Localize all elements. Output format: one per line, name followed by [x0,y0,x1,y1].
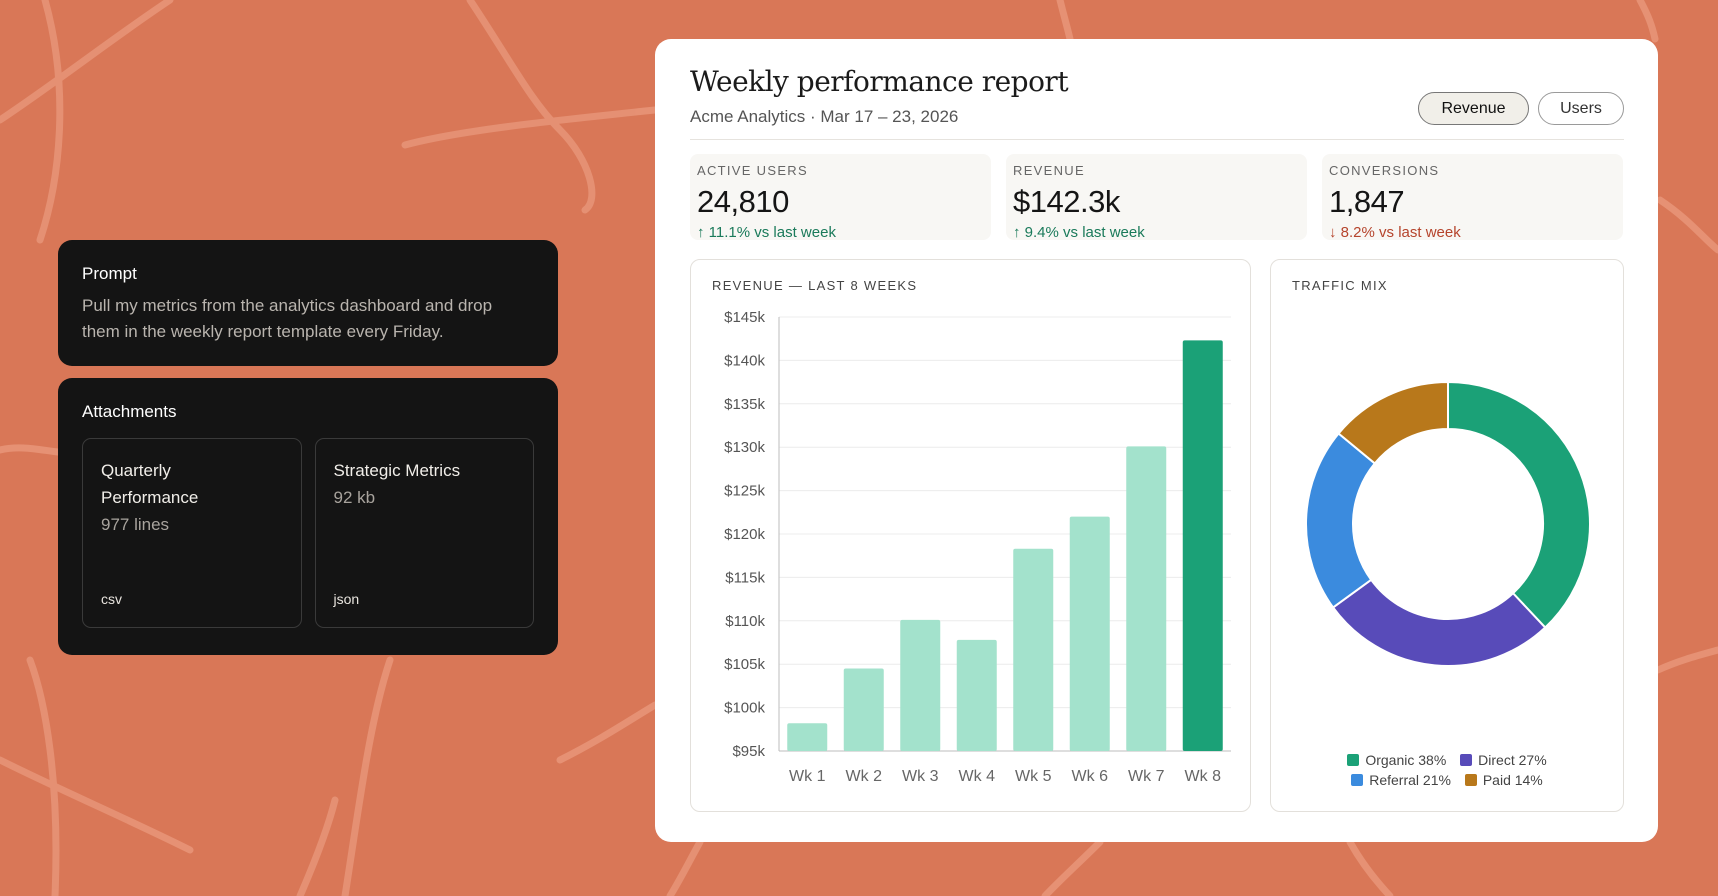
prompt-title: Prompt [82,264,137,283]
kpi-active-users: ACTIVE USERS 24,810 ↑ 11.1% vs last week [690,154,991,241]
kpi-value: 1,847 [1329,184,1405,219]
legend-swatch [1351,774,1364,786]
legend-item-organic: Organic 38% [1347,752,1446,768]
slice-paid [1337,380,1449,465]
bar-wk-1 [787,723,828,751]
x-tick-label: Wk 8 [1185,768,1222,785]
traffic-mix-donut-chart [1305,380,1592,667]
legend-swatch [1347,754,1360,766]
slice-direct [1331,578,1547,667]
attachment-name: Strategic Metrics [333,461,461,480]
x-tick-label: Wk 3 [902,768,939,785]
kpi-label: REVENUE [1013,163,1085,178]
legend-row-2: Referral 21% Paid 14% [1271,772,1623,789]
x-tick-label: Wk 6 [1072,768,1109,785]
y-tick-label: $145k [724,309,765,326]
bar-wk-2 [843,668,884,751]
y-tick-label: $115k [725,569,765,586]
traffic-mix-panel: TRAFFIC MIX Organic 38% Direct 27% Refer… [1270,259,1624,812]
bar-wk-6 [1069,516,1110,751]
header-divider [690,139,1624,140]
slice-referral [1305,432,1377,609]
bar-wk-7 [1126,446,1167,751]
attachments-title: Attachments [82,402,177,421]
legend-label: Organic 38% [1365,752,1447,768]
revenue-bar-chart-panel: $95k $100k $105k $110k $115k $120k $125k $130k $… [690,259,1251,812]
kpi-conversions: CONVERSIONS 1,847 ↓ 8.2% vs last week [1322,154,1623,241]
legend-label: Direct 27% [1478,752,1547,768]
report-subtitle: Acme Analytics · Mar 17 – 23, 2026 [690,107,959,126]
pie-chart-title: TRAFFIC MIX [1292,278,1388,293]
kpi-delta: ↓ 8.2% vs last week [1329,224,1461,241]
y-tick-label: $120k [724,526,765,543]
attachment-tile-strategic-metrics[interactable]: Strategic Metrics 92 kb json [314,438,534,628]
bar-wk-5 [1013,548,1054,751]
legend-label: Paid 14% [1482,772,1543,788]
y-tick-label: $110k [725,613,765,630]
y-tick-label: $135k [724,396,765,413]
legend-item-direct: Direct 27% [1460,752,1547,768]
kpi-value: $142.3k [1013,184,1120,219]
attachment-meta: 977 lines [101,515,170,534]
legend-item-paid: Paid 14% [1464,772,1543,788]
kpi-label: CONVERSIONS [1329,163,1440,178]
y-tick-label: $105k [724,656,765,673]
y-tick-label: $130k [724,439,765,456]
attachment-meta: 92 kb [333,488,376,507]
prompt-card: Prompt Pull my metrics from the analytic… [58,240,558,366]
legend-item-referral: Referral 21% [1351,772,1451,788]
bar-wk-4 [956,639,997,751]
legend-swatch [1464,774,1477,786]
legend-swatch [1460,754,1473,766]
kpi-delta: ↑ 11.1% vs last week [697,224,836,241]
bar-chart-title: REVENUE — LAST 8 WEEKS [712,278,918,293]
report-card: Weekly performance report Acme Analytics… [655,39,1658,842]
x-tick-label: Wk 1 [789,768,826,785]
legend-row-1: Organic 38% Direct 27% [1271,752,1623,769]
kpi-label: ACTIVE USERS [697,163,808,178]
y-tick-label: $140k [724,352,765,369]
y-tick-label: $100k [724,700,765,717]
report-title: Weekly performance report [690,65,1069,98]
revenue-toggle-button[interactable]: Revenue [1418,92,1529,125]
slice-organic [1447,380,1592,629]
kpi-delta: ↑ 9.4% vs last week [1013,224,1145,241]
users-toggle-button[interactable]: Users [1538,92,1624,125]
x-tick-label: Wk 5 [1015,768,1052,785]
attachment-type: csv [101,591,122,607]
kpi-value: 24,810 [697,184,789,219]
bar-wk-8 [1182,340,1223,751]
attachment-tile-quarterly-performance[interactable]: Quarterly Performance 977 lines csv [82,438,302,628]
bar-wk-3 [900,619,941,751]
x-tick-label: Wk 2 [846,768,883,785]
attachments-card: Attachments Quarterly Performance 977 li… [58,378,558,655]
kpi-revenue: REVENUE $142.3k ↑ 9.4% vs last week [1006,154,1307,241]
y-tick-label: $95k [732,743,765,760]
legend-label: Referral 21% [1369,772,1451,788]
attachment-type: json [333,591,360,607]
attachment-name: Quarterly Performance [101,461,199,507]
x-tick-label: Wk 4 [959,768,996,785]
y-tick-label: $125k [724,483,765,500]
x-tick-label: Wk 7 [1128,768,1165,785]
revenue-bar-chart: $95k $100k $105k $110k $115k $120k $125k $130k $… [724,309,1231,785]
prompt-text: Pull my metrics from the analytics dashb… [82,296,493,341]
